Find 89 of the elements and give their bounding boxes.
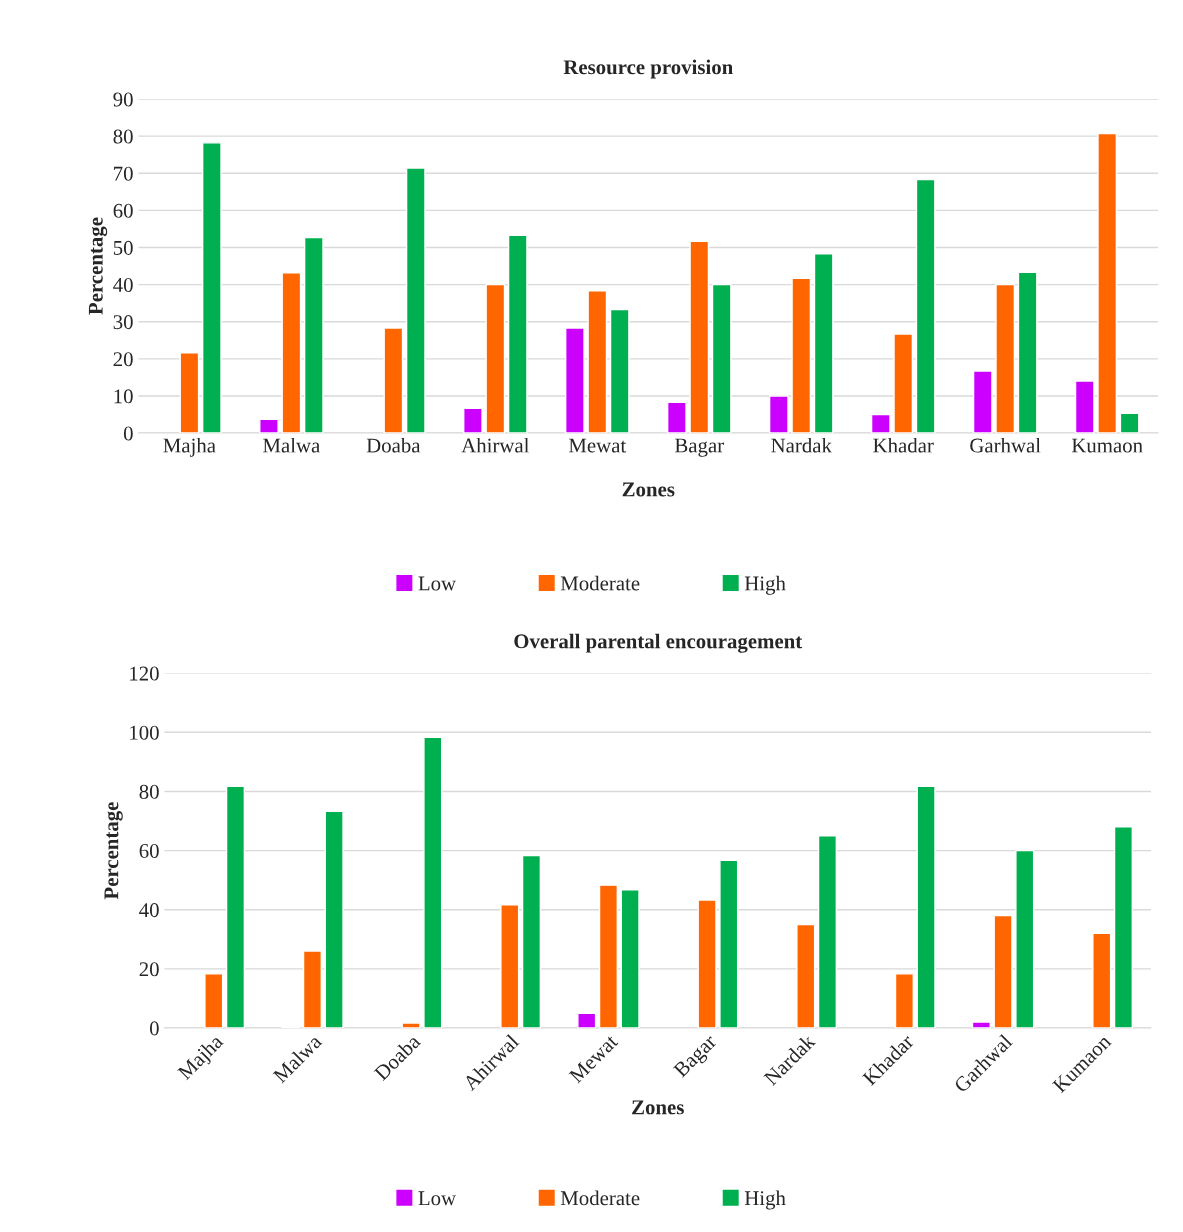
y-tick-label: 100 [130, 725, 159, 740]
y-axis-title: Percentage [88, 217, 108, 315]
bar [463, 407, 483, 434]
bar [993, 914, 1013, 1028]
bar [1015, 849, 1035, 1028]
bar [894, 973, 914, 1028]
bar [689, 240, 710, 434]
legend-label: Low [418, 1191, 457, 1206]
bar [401, 1022, 421, 1028]
x-tick-label: Nardak [771, 437, 832, 453]
y-tick-label: 60 [139, 843, 159, 859]
bar [598, 884, 618, 1028]
y-tick-label: 50 [113, 240, 133, 255]
bar [817, 835, 838, 1028]
bar [813, 253, 834, 434]
legend-label: High [744, 1190, 786, 1210]
bar [179, 352, 200, 434]
y-tick-label: 60 [113, 203, 133, 218]
y-tick-label: 120 [130, 666, 159, 681]
y-tick-label: 20 [139, 962, 159, 977]
x-tick-label: Majha [163, 437, 216, 457]
bar [711, 283, 732, 434]
y-axis-title: Percentage [104, 802, 123, 900]
y-tick-label: 40 [113, 277, 133, 293]
y-tick-label: 70 [114, 166, 133, 181]
bar [1097, 132, 1118, 434]
bar [719, 859, 739, 1028]
bar [302, 950, 323, 1028]
bar [1092, 932, 1112, 1028]
bar [587, 290, 608, 434]
bar [281, 272, 302, 434]
bar [303, 236, 324, 434]
bar [666, 401, 687, 434]
bar [1074, 380, 1095, 434]
bar [972, 370, 993, 434]
x-tick-label: Kumaon [1071, 438, 1143, 453]
y-tick-label: 80 [113, 129, 133, 144]
bar [971, 1021, 991, 1028]
bar [620, 889, 640, 1028]
bar [870, 413, 891, 434]
x-axis-title: Zones [632, 1100, 684, 1115]
bar [259, 418, 279, 434]
x-tick-label: Ahirwal [461, 437, 530, 453]
x-tick-label: Khadar [873, 437, 934, 453]
x-tick-label: Garhwal [970, 437, 1041, 453]
bar [500, 903, 520, 1028]
y-tick-label: 30 [113, 315, 133, 330]
y-tick-label: 0 [149, 1021, 159, 1036]
bar [1119, 412, 1140, 434]
bar [405, 167, 426, 434]
bar [995, 283, 1016, 434]
bar [485, 283, 506, 434]
x-tick-label: Doaba [366, 437, 421, 453]
legend-label: Low [418, 576, 457, 591]
bar [204, 973, 224, 1028]
y-tick-label: 80 [139, 784, 159, 799]
bar [324, 810, 344, 1028]
y-tick-label: 90 [113, 92, 133, 107]
bar [1017, 271, 1038, 434]
bar [915, 178, 936, 434]
bar [1113, 826, 1134, 1028]
bar [791, 277, 812, 434]
x-axis-title: Zones [622, 482, 675, 497]
x-tick-label: Malwa [263, 437, 321, 453]
bar [423, 736, 443, 1028]
y-tick-label: 40 [139, 903, 159, 918]
bar [697, 899, 717, 1028]
bar [383, 327, 404, 434]
legend-label: Moderate [560, 1190, 640, 1206]
x-tick-label: Bagar [675, 438, 724, 457]
bar [521, 854, 542, 1028]
chart-title: Resource provision [563, 59, 733, 79]
bar [609, 308, 630, 434]
chart-title: Overall parental encouragement [514, 633, 803, 653]
x-tick-label: Mewat [568, 438, 627, 453]
legend-label: High [744, 575, 786, 595]
bar [768, 395, 789, 434]
bar [916, 785, 936, 1028]
bar [796, 923, 816, 1028]
y-tick-label: 10 [114, 389, 133, 404]
bar [564, 327, 585, 434]
legend-label: Moderate [560, 575, 640, 591]
bar [893, 333, 914, 434]
y-tick-label: 0 [123, 426, 133, 441]
bar [201, 142, 222, 434]
bar [225, 785, 246, 1028]
bar [577, 1012, 597, 1028]
y-tick-label: 20 [113, 352, 133, 367]
bar [507, 234, 528, 434]
